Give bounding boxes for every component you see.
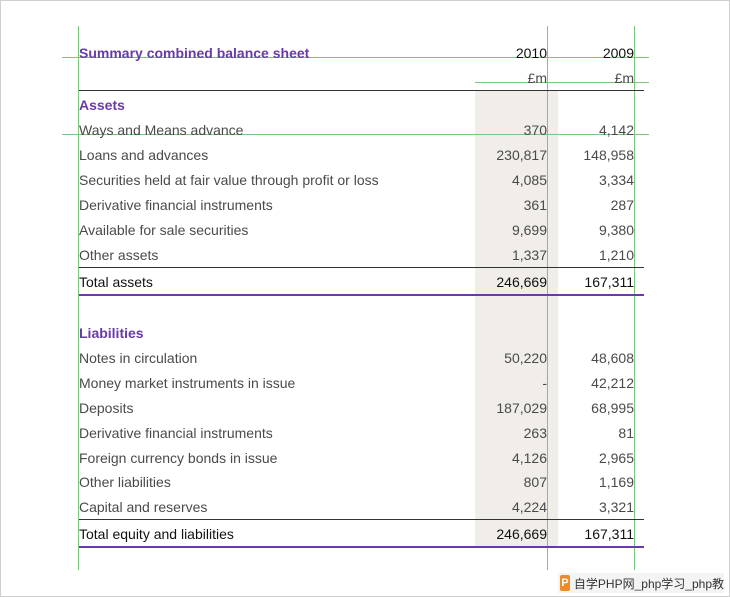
- table-row-label: Money market instruments in issue: [79, 375, 296, 391]
- table-row-value-2010: -: [542, 375, 547, 391]
- total-assets-bottom-rule: [79, 294, 644, 296]
- guide-line-col-2009: [634, 26, 635, 570]
- table-row-value-2009: 48,608: [591, 350, 634, 366]
- total-assets-top-rule: [79, 267, 644, 268]
- table-row-label: Notes in circulation: [79, 350, 198, 366]
- watermark-text: 自学PHP网_php学习_php教: [573, 576, 724, 591]
- php-logo-icon: P: [560, 575, 570, 591]
- total-liabilities-top-rule: [79, 519, 644, 520]
- table-row-value-2010: 370: [523, 122, 547, 138]
- table-row-label: Available for sale securities: [79, 222, 249, 238]
- guide-line-unit: [475, 82, 649, 83]
- table-row-label: Ways and Means advance: [79, 122, 244, 138]
- guide-line-first-row: [62, 134, 649, 135]
- guide-line-header: [62, 57, 649, 58]
- guide-line-left: [78, 26, 79, 570]
- total-assets-label: Total assets: [79, 274, 153, 290]
- total-liabilities-label: Total equity and liabilities: [79, 526, 234, 542]
- table-row-label: Other assets: [79, 247, 159, 263]
- current-year-column-shade: [475, 91, 558, 548]
- table-row-label: Foreign currency bonds in issue: [79, 450, 278, 466]
- table-row-value-2010: 4,085: [511, 172, 547, 188]
- table-row-value-2009: 68,995: [591, 400, 634, 416]
- table-row-value-2010: 4,224: [511, 499, 547, 515]
- watermark: P 自学PHP网_php学习_php教: [558, 573, 724, 593]
- table-row-value-2010: 361: [523, 197, 547, 213]
- header-rule: [79, 90, 644, 91]
- col-header-2009: 2009: [602, 45, 634, 61]
- table-row-label: Capital and reserves: [79, 499, 208, 515]
- table-row-label: Securities held at fair value through pr…: [79, 172, 379, 188]
- section-heading-assets: Assets: [79, 97, 125, 113]
- table-row-value-2009: 1,169: [598, 474, 634, 490]
- table-row-label: Loans and advances: [79, 147, 209, 163]
- table-row-label: Other liabilities: [79, 474, 171, 490]
- table-row-value-2009: 148,958: [583, 147, 634, 163]
- table-row-value-2010: 50,220: [504, 350, 547, 366]
- total-assets-value-2009: 167,311: [584, 274, 634, 290]
- col-unit-2009: £m: [614, 70, 634, 86]
- table-row-value-2010: 263: [523, 425, 547, 441]
- table-row-value-2010: 807: [523, 474, 547, 490]
- table-row-value-2010: 187,029: [496, 400, 547, 416]
- total-liabilities-value-2009: 167,311: [584, 526, 634, 542]
- section-heading-liabilities: Liabilities: [79, 325, 144, 341]
- table-row-label: Derivative financial instruments: [79, 197, 273, 213]
- table-row-value-2009: 3,334: [598, 172, 634, 188]
- table-row-value-2010: 1,337: [511, 247, 547, 263]
- table-row-value-2009: 81: [618, 425, 634, 441]
- col-unit-2010: £m: [527, 70, 547, 86]
- table-row-label: Deposits: [79, 400, 134, 416]
- table-row-value-2010: 9,699: [511, 222, 547, 238]
- table-row-value-2009: 287: [610, 197, 634, 213]
- total-liabilities-value-2010: 246,669: [496, 526, 547, 542]
- table-row-label: Derivative financial instruments: [79, 425, 273, 441]
- sheet-title: Summary combined balance sheet: [79, 45, 310, 61]
- total-liabilities-bottom-rule: [79, 546, 644, 548]
- table-row-value-2009: 1,210: [598, 247, 634, 263]
- table-row-value-2009: 4,142: [598, 122, 634, 138]
- guide-line-col-2010: [547, 26, 548, 570]
- table-row-value-2009: 2,965: [598, 450, 634, 466]
- table-row-value-2009: 9,380: [598, 222, 634, 238]
- table-row-value-2009: 42,212: [591, 375, 634, 391]
- table-row-value-2009: 3,321: [598, 499, 634, 515]
- col-header-2010: 2010: [515, 45, 547, 61]
- table-row-value-2010: 4,126: [511, 450, 547, 466]
- total-assets-value-2010: 246,669: [496, 274, 547, 290]
- table-row-value-2010: 230,817: [496, 147, 547, 163]
